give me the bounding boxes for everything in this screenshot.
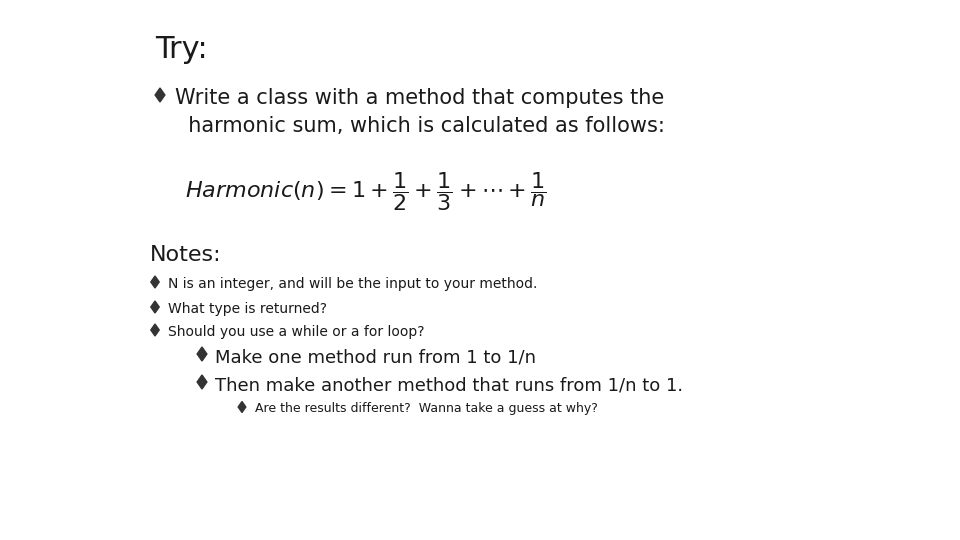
Polygon shape (151, 301, 159, 313)
Text: Should you use a while or a for loop?: Should you use a while or a for loop? (168, 325, 424, 339)
Polygon shape (238, 402, 246, 413)
Polygon shape (197, 375, 207, 389)
Text: Then make another method that runs from 1/n to 1.: Then make another method that runs from … (215, 377, 684, 395)
Text: What type is returned?: What type is returned? (168, 302, 327, 316)
Polygon shape (156, 88, 165, 102)
Text: Notes:: Notes: (150, 245, 222, 265)
Text: $\mathit{Harmonic}(n) = 1 + \dfrac{1}{2} + \dfrac{1}{3} + \cdots + \dfrac{1}{n}$: $\mathit{Harmonic}(n) = 1 + \dfrac{1}{2}… (185, 170, 547, 213)
Polygon shape (151, 276, 159, 288)
Text: Make one method run from 1 to 1/n: Make one method run from 1 to 1/n (215, 349, 536, 367)
Text: Write a class with a method that computes the
  harmonic sum, which is calculate: Write a class with a method that compute… (175, 88, 665, 136)
Text: N is an integer, and will be the input to your method.: N is an integer, and will be the input t… (168, 277, 538, 291)
Polygon shape (151, 324, 159, 336)
Polygon shape (197, 347, 207, 361)
Text: Try:: Try: (155, 35, 207, 64)
Text: Are the results different?  Wanna take a guess at why?: Are the results different? Wanna take a … (255, 402, 598, 415)
